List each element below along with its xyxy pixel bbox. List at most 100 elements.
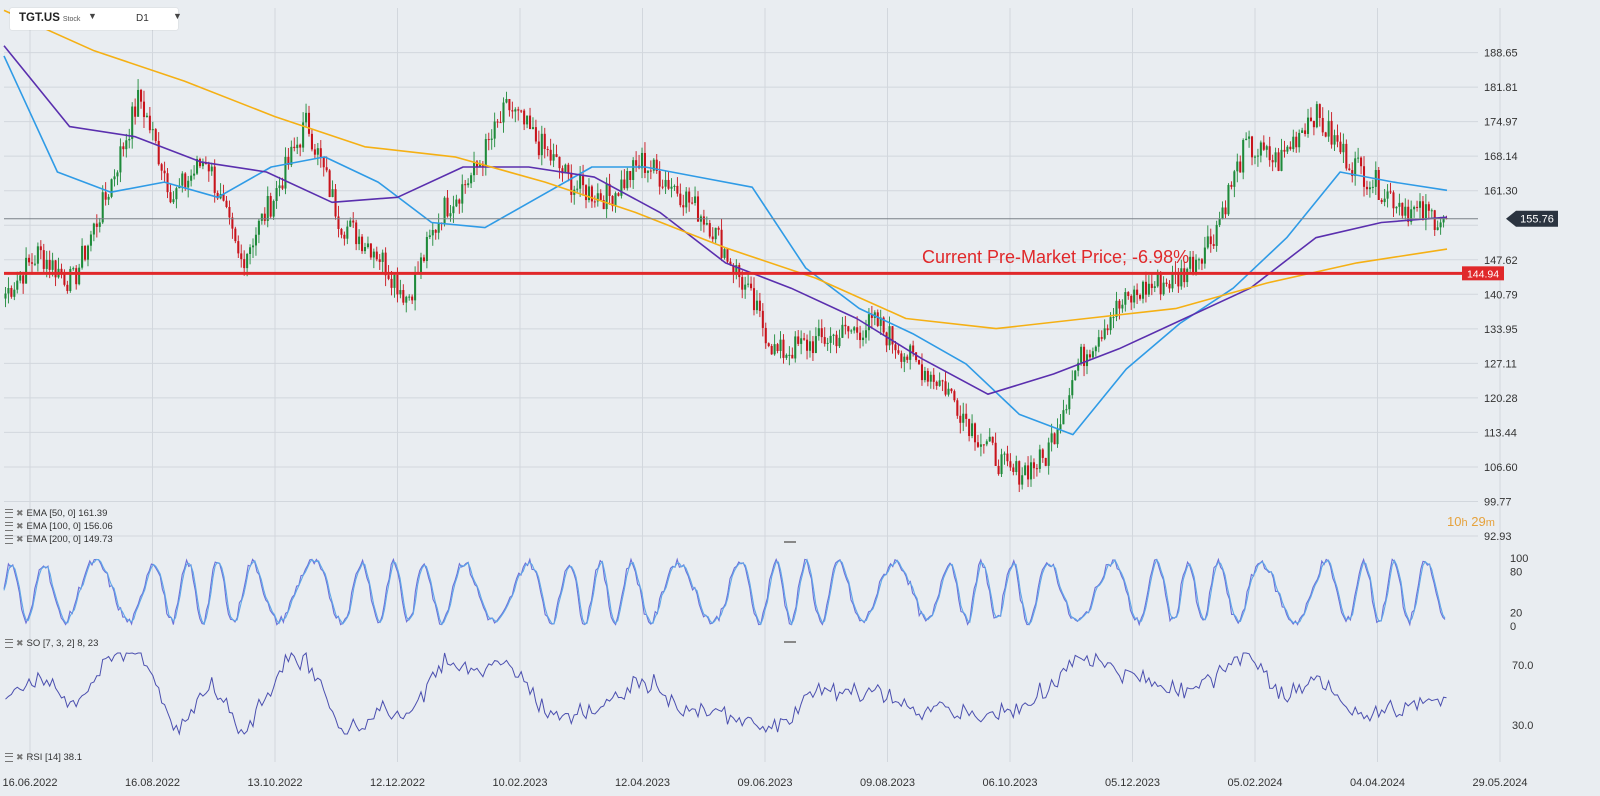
candle-body [1404,206,1407,216]
candle-body [1189,256,1192,269]
candle-body [361,236,364,252]
indicator-legend-stochastic[interactable]: ✖ SO [7, 3, 2] 8, 23 [5,638,98,649]
candle-body [623,179,626,189]
y-tick-label: 133.95 [1484,324,1518,336]
candle-body [316,148,319,155]
candle-body [184,173,187,188]
candle-body [1368,187,1371,190]
settings-icon[interactable] [5,535,13,544]
close-icon[interactable]: ✖ [16,521,24,531]
candle-body [1000,454,1003,475]
candle-body [290,146,293,166]
candle-body [1027,465,1030,480]
candle-body [137,89,140,117]
candle-body [425,237,428,262]
candle-body [1312,120,1315,128]
candle-body [1221,207,1224,219]
close-icon[interactable]: ✖ [16,534,24,544]
candle-body [785,354,788,358]
y-tick-label: 188.65 [1484,48,1518,60]
candle-body [266,196,269,221]
indicator-legend-ema200[interactable]: ✖ EMA [200, 0] 149.73 [5,534,113,545]
settings-icon[interactable] [5,509,13,518]
candle-body [720,229,723,258]
candle-body [1209,236,1212,245]
settings-icon[interactable] [5,753,13,762]
candle-body [363,247,367,252]
candle-body [1094,346,1097,352]
candle-body [101,192,104,223]
close-icon[interactable]: ✖ [16,752,24,762]
indicator-legend-ema100[interactable]: ✖ EMA [100, 0] 156.06 [5,521,113,532]
timeframe-label[interactable]: D1 [136,13,149,24]
x-tick-label: 29.05.2024 [1472,777,1527,789]
candle-body [1286,146,1289,152]
candle-body [1112,317,1115,319]
candle-body [1088,354,1091,358]
candle-body [1360,157,1363,167]
indicator-legend-ema50[interactable]: ✖ EMA [50, 0] 161.39 [5,508,107,519]
candle-body [555,154,558,157]
candle-body [1109,317,1112,331]
candle-body [125,140,128,150]
y-tick-label: 147.62 [1484,255,1518,267]
candle-body [582,175,585,186]
candle-body [1056,429,1059,445]
annotations: 144.94 155.76 Current Pre-Market Price; -6… [922,210,1558,281]
candle-body [1298,132,1301,148]
candle-body [531,127,535,129]
candle-body [870,314,873,318]
candle-body [346,226,349,239]
close-icon[interactable]: ✖ [16,508,24,518]
instrument-toolbar[interactable]: TGT.US Stock ▼ D1 ▼ [10,8,182,30]
candle-body [193,173,196,176]
candle-body [163,170,166,174]
candle-body [717,227,720,230]
candle-body [172,199,175,203]
candle-body [1433,210,1436,230]
candle-body [1371,186,1374,188]
candle-body [408,296,411,298]
indicator-legend-rsi[interactable]: ✖ RSI [14] 38.1 [5,752,82,763]
candle-body [779,339,782,351]
candle-body [89,234,92,246]
candle-body [909,345,912,360]
candle-body [1062,410,1065,425]
candle-body [632,160,635,180]
candle-body [1348,168,1351,171]
candle-body [823,337,826,344]
candle-body [1292,136,1295,150]
candle-body [791,354,794,359]
candle-body [879,317,882,326]
settings-icon[interactable] [5,639,13,648]
candle-body [626,171,629,189]
chevron-down-icon[interactable]: ▼ [173,11,182,21]
candle-body [629,171,632,180]
candle-body [19,275,22,281]
candle-body [1395,206,1398,209]
close-icon[interactable]: ✖ [16,638,24,648]
candle-body [207,164,210,172]
stoch-tick-label: 0 [1510,621,1516,633]
candle-body [1253,156,1257,158]
candle-body [131,106,134,139]
settings-icon[interactable] [5,522,13,531]
candle-body [81,245,84,268]
candle-body [882,317,885,333]
symbol-label[interactable]: TGT.US Stock [19,12,81,24]
candle-body [13,289,16,297]
candle-body [988,436,991,442]
candle-body [552,154,555,161]
axis-labels: 188.65 181.81 174.97 168.14 161.30 147.62 140.… [2,48,1533,789]
candle-body [372,251,375,258]
y-tick-label: 92.93 [1484,531,1512,543]
candle-body [325,167,328,171]
candle-body [567,164,570,173]
candle-body [366,243,369,248]
candle-body [923,370,926,381]
ema-line [3,55,1448,436]
chevron-down-icon[interactable]: ▼ [88,11,97,21]
candle-body [811,341,814,354]
